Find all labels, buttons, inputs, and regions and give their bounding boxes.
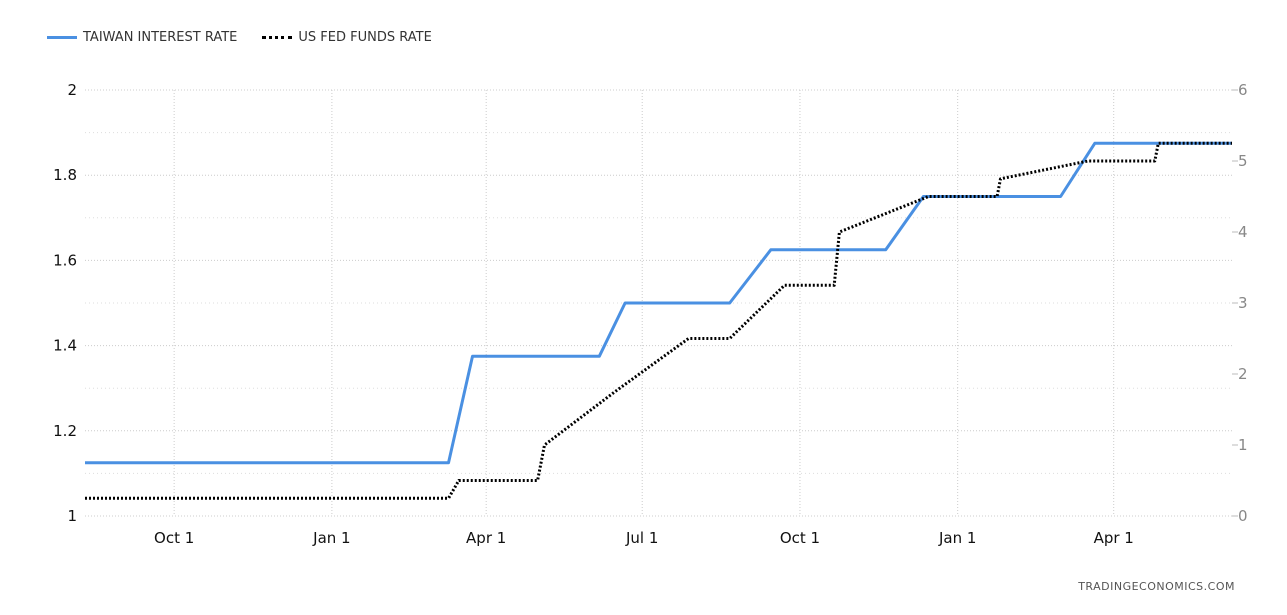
- y-left-tick-label: 1.8: [53, 166, 77, 184]
- y-left-tick-label: 1.4: [53, 337, 77, 355]
- legend-swatch-taiwan: [47, 36, 77, 39]
- y-right-tick-label: 2: [1238, 365, 1248, 383]
- chart-legend: TAIWAN INTEREST RATE US FED FUNDS RATE: [47, 30, 457, 45]
- y-right-tick-label: 6: [1238, 81, 1248, 99]
- legend-item-fed[interactable]: US FED FUNDS RATE: [262, 30, 432, 45]
- x-tick-label: Apr 1: [466, 529, 506, 547]
- chart-axis-labels: 1 1.2 1.4 1.6 1.8 2 0 1 2 3 4 5 6 Oct 1 Jan 1 Apr 1 Jul …: [53, 81, 1247, 547]
- y-left-tick-label: 2: [67, 81, 77, 99]
- legend-label-taiwan: TAIWAN INTEREST RATE: [83, 30, 238, 45]
- legend-label-fed: US FED FUNDS RATE: [298, 30, 432, 45]
- chart-lines: [85, 141, 1232, 500]
- y-right-tick-label: 5: [1238, 152, 1248, 170]
- y-left-tick-label: 1: [67, 507, 77, 525]
- series-line-taiwan-interest-rate: [85, 141, 1232, 465]
- legend-swatch-fed: [262, 36, 293, 39]
- x-tick-label: Jan 1: [312, 529, 350, 547]
- x-tick-label: Jan 1: [938, 529, 976, 547]
- x-tick-label: Jul 1: [625, 529, 658, 547]
- y-right-tick-label: 1: [1238, 436, 1248, 454]
- y-left-tick-label: 1.2: [53, 422, 77, 440]
- series-line-us-fed-funds-rate: [85, 141, 1232, 500]
- legend-item-taiwan[interactable]: TAIWAN INTEREST RATE: [47, 30, 237, 45]
- y-left-tick-label: 1.6: [53, 251, 77, 269]
- y-right-tick-label: 3: [1238, 294, 1248, 312]
- y-right-tick-label: 0: [1238, 507, 1248, 525]
- x-tick-label: Apr 1: [1094, 529, 1134, 547]
- y-right-tick-label: 4: [1238, 223, 1248, 241]
- x-tick-label: Oct 1: [154, 529, 194, 547]
- x-tick-label: Oct 1: [780, 529, 820, 547]
- source-attribution[interactable]: TRADINGECONOMICS.COM: [1078, 580, 1235, 593]
- chart-grid: [85, 89, 1238, 517]
